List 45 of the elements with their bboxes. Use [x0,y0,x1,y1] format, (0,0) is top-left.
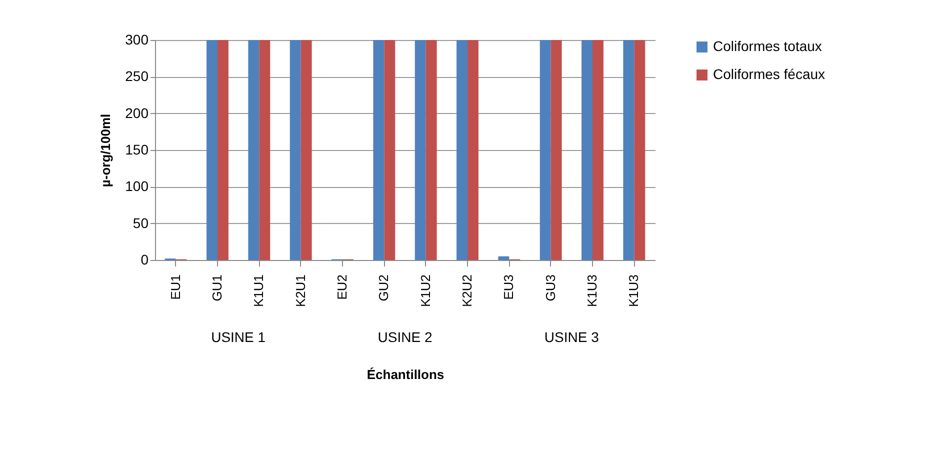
x-axis-title: Échantillons [366,367,444,382]
bar [634,40,646,260]
bar [540,40,551,260]
bar [468,40,478,260]
bar [300,40,312,260]
text: USINE 3 [544,329,600,345]
y-tick-label: 0 [140,252,149,268]
bar [456,40,468,260]
x-tick-label: GU1 [210,274,224,302]
bar [592,40,604,260]
bar [373,40,384,260]
bar [498,256,510,260]
bar [206,40,218,260]
y-tick-label: 300 [125,32,149,48]
x-tick-label: K1U3 [584,274,600,308]
text: USINE 2 [378,329,432,345]
bar [248,40,260,260]
y-tick-label: 200 [125,104,149,121]
bar [290,40,301,260]
x-tick-label: K1U2 [418,274,433,308]
bar [259,40,270,260]
bar [218,40,228,260]
y-tick-label: 50 [132,214,149,231]
x-tick-label: EU2 [334,274,350,300]
y-tick-label: 150 [125,142,149,158]
bar [384,40,396,260]
legend-label: Coliformes totaux [713,38,822,54]
bar [582,40,592,260]
x-tick-label: K1U1 [251,274,266,308]
text: USINE 1 [211,329,266,345]
y-tick-label: 250 [125,68,149,84]
legend-label: Coliformes fécaux [713,66,826,82]
x-tick-label: GU2 [376,274,392,302]
x-tick-label: K2U2 [460,274,474,308]
x-tick-label: EU1 [168,274,183,300]
x-tick-label: GU3 [542,274,558,302]
x-tick-label: K1U3 [626,274,642,308]
bar [550,40,562,260]
bar [623,40,634,260]
y-tick-label: 100 [125,178,149,194]
y-axis-title: µ-org/100ml [98,114,114,188]
x-tick-label: K2U1 [292,274,308,308]
bar [426,40,437,260]
bar [414,40,426,260]
x-tick-label: EU3 [501,274,516,300]
